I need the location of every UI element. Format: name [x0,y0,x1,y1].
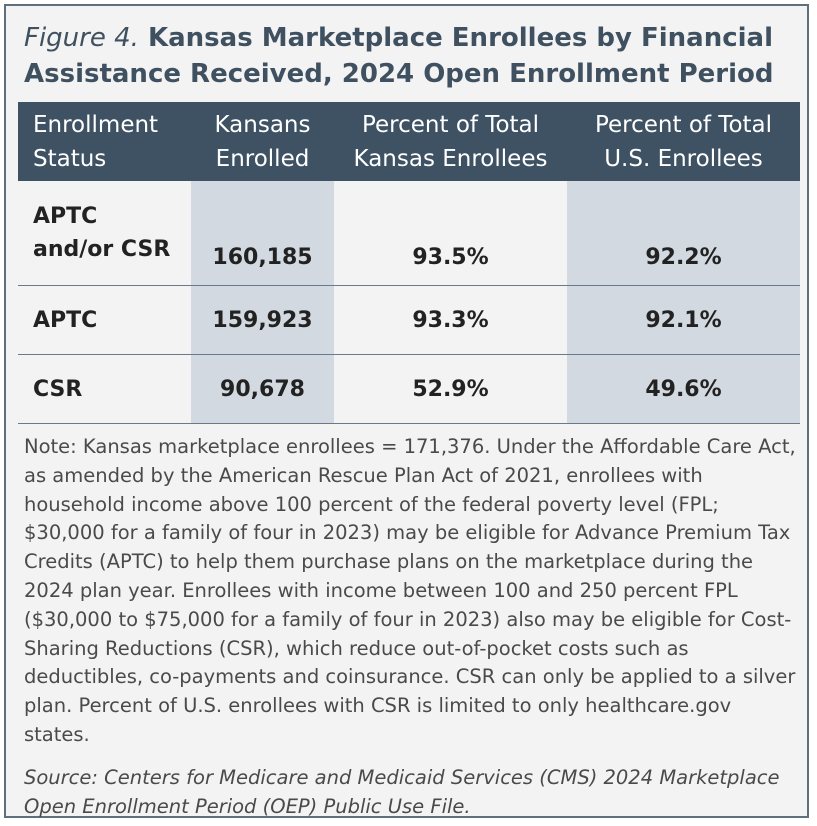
cell-percent-us: 49.6% [567,354,800,424]
header-kansans-enrolled: Kansans Enrolled [191,102,334,181]
row-status-aptc: APTC [18,285,191,355]
figure-title-text: Kansas Marketplace Enrollees by Financia… [24,23,774,89]
figure-title: Figure 4. Kansas Marketplace Enrollees b… [24,20,794,92]
cell-kansans-enrolled: 90,678 [191,354,334,424]
header-enrollment-status: Enrollment Status [18,102,191,181]
header-percent-kansas: Percent of Total Kansas Enrollees [334,102,567,181]
cell-percent-kansas: 93.3% [334,285,567,355]
table-header-row: Enrollment Status Kansans Enrolled Percent… [18,102,800,181]
table-row: APTC and/or CSR 160,185 93.5% 92.2% [18,181,800,286]
table-source: Source: Centers for Medicare and Medicai… [24,766,780,818]
cell-percent-us: 92.1% [567,285,800,355]
cell-percent-us: 92.2% [567,181,800,286]
header-percent-us: Percent of Total U.S. Enrollees [567,102,800,181]
figure-label: Figure 4. [24,23,139,53]
enrollment-table: Enrollment Status Kansans Enrolled Percent… [18,102,800,424]
table-row: CSR 90,678 52.9% 49.6% [18,354,800,424]
figure-card: Figure 4. Kansas Marketplace Enrollees b… [4,4,809,818]
cell-kansans-enrolled: 160,185 [191,181,334,286]
cell-percent-kansas: 52.9% [334,354,567,424]
cell-kansans-enrolled: 159,923 [191,285,334,355]
row-status-aptc-or-csr: APTC and/or CSR [18,181,191,286]
row-status-csr: CSR [18,354,191,424]
table-note: Note: Kansas marketplace enrollees = 171… [24,435,796,746]
table-row: APTC 159,923 93.3% 92.1% [18,285,800,355]
cell-percent-kansas: 93.5% [334,181,567,286]
